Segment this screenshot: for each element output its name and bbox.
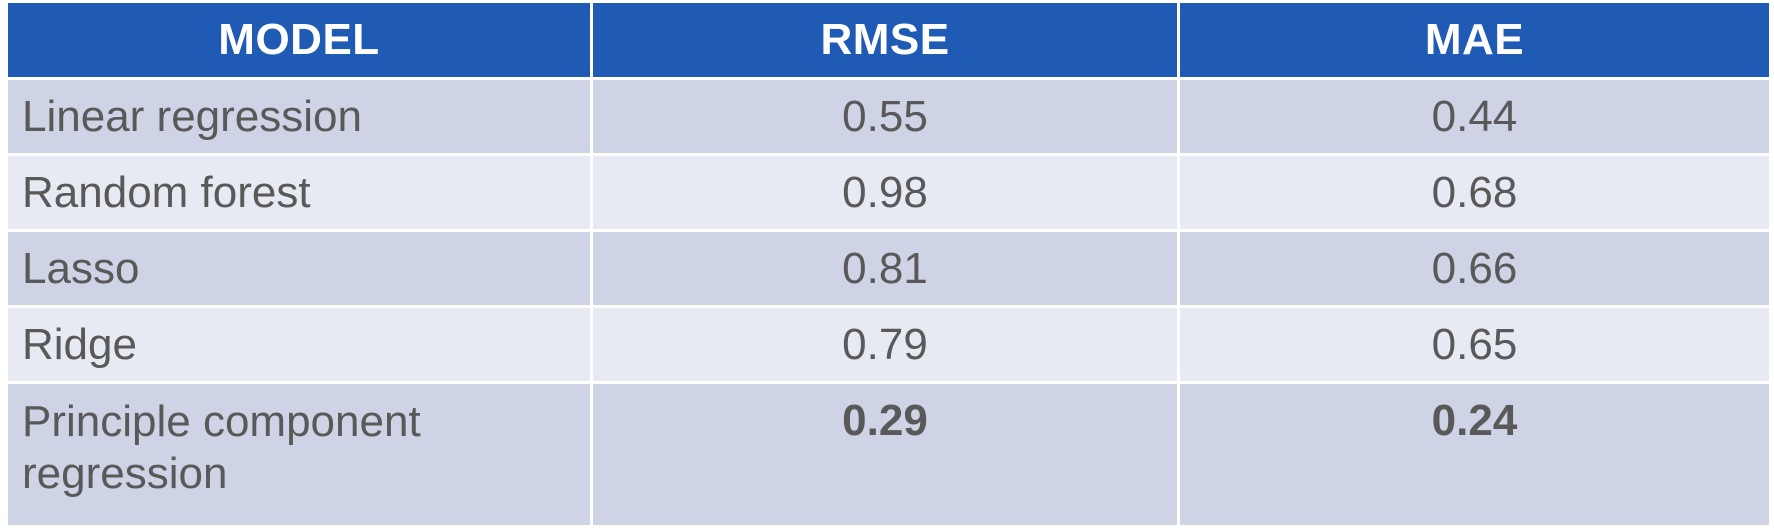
rmse-cell: 0.79 <box>590 305 1180 384</box>
rmse-cell: 0.55 <box>590 77 1180 156</box>
model-name-line-1: Principle component <box>22 397 421 446</box>
mae-cell: 0.65 <box>1177 305 1772 384</box>
model-name-cell: Ridge <box>5 305 593 384</box>
rmse-cell: 0.81 <box>590 229 1180 308</box>
header-mae: MAE <box>1177 0 1772 80</box>
model-name-cell: Principle component regression <box>5 381 593 528</box>
mae-cell: 0.68 <box>1177 153 1772 232</box>
table-header-row: MODEL RMSE MAE <box>5 0 1772 80</box>
header-model: MODEL <box>5 0 593 80</box>
rmse-cell-best: 0.29 <box>590 381 1180 528</box>
model-name-cell: Random forest <box>5 153 593 232</box>
table-row: Lasso 0.81 0.66 <box>5 229 1772 308</box>
results-table-container: MODEL RMSE MAE Linear regression 0.55 0.… <box>5 0 1772 528</box>
rmse-cell: 0.98 <box>590 153 1180 232</box>
header-rmse: RMSE <box>590 0 1180 80</box>
table-row-best-model: Principle component regression 0.29 0.24 <box>5 381 1772 528</box>
model-name-line-2: regression <box>22 448 228 498</box>
model-name-cell: Lasso <box>5 229 593 308</box>
model-comparison-table: MODEL RMSE MAE Linear regression 0.55 0.… <box>5 0 1772 528</box>
mae-cell: 0.66 <box>1177 229 1772 308</box>
mae-cell-best: 0.24 <box>1177 381 1772 528</box>
model-name-cell: Linear regression <box>5 77 593 156</box>
table-row: Linear regression 0.55 0.44 <box>5 77 1772 156</box>
table-row: Ridge 0.79 0.65 <box>5 305 1772 384</box>
table-row: Random forest 0.98 0.68 <box>5 153 1772 232</box>
mae-cell: 0.44 <box>1177 77 1772 156</box>
